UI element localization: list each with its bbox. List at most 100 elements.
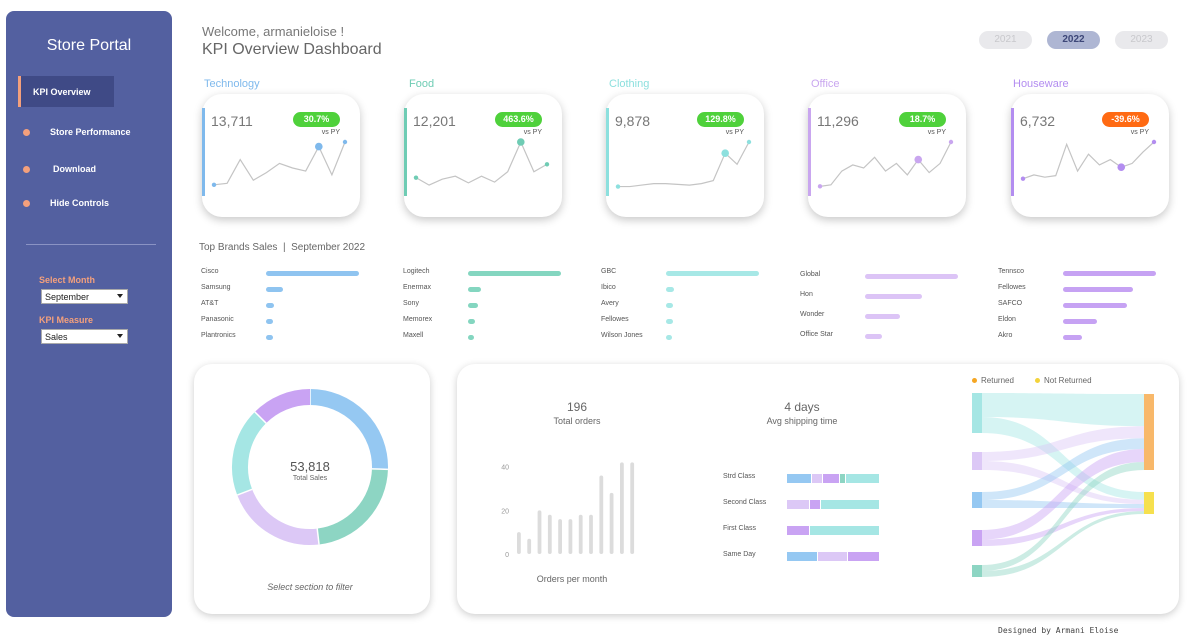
brand-row[interactable]: Fellowes	[998, 282, 1178, 294]
year-button-2021[interactable]: 2021	[979, 31, 1032, 49]
ship-mode-segment[interactable]	[787, 552, 817, 561]
brand-row[interactable]: Plantronics	[201, 330, 381, 342]
total-orders-label: Total orders	[553, 416, 601, 426]
sankey-node-not-returned[interactable]	[1144, 492, 1154, 514]
avg-shipping-label: Avg shipping time	[766, 416, 838, 426]
orders-bar[interactable]	[568, 519, 573, 554]
donut-slice-technology[interactable]	[309, 389, 388, 470]
sankey-flow[interactable]	[982, 461, 1144, 505]
ship-mode-segment[interactable]	[821, 500, 879, 509]
sankey-flow[interactable]	[982, 461, 1144, 571]
kpi-card-clothing[interactable]: 9,878 129.8% vs PY	[606, 94, 764, 217]
brand-row[interactable]: Global	[800, 269, 980, 281]
nav-label: Download	[53, 164, 96, 174]
brand-row[interactable]: Eldon	[998, 314, 1178, 326]
sankey-flow[interactable]	[982, 426, 1144, 461]
kpi-card-technology[interactable]: 13,711 30.7% vs PY	[202, 94, 360, 217]
legend-not-returned[interactable]: Not Returned	[1035, 376, 1092, 385]
donut-slice-food[interactable]	[316, 468, 388, 545]
sankey-flow[interactable]	[982, 417, 1144, 500]
sankey-source-node[interactable]	[972, 565, 982, 577]
brand-bar	[1063, 287, 1133, 292]
brand-row[interactable]: Sony	[403, 298, 583, 310]
orders-bar[interactable]	[599, 475, 604, 554]
brand-row[interactable]: Avery	[601, 298, 781, 310]
y-tick-label: 40	[501, 465, 509, 472]
brand-bar	[865, 294, 922, 299]
sankey-flow[interactable]	[982, 393, 1144, 427]
bullet-icon	[23, 200, 30, 207]
brand-row[interactable]: Samsung	[201, 282, 381, 294]
sankey-source-node[interactable]	[972, 452, 982, 470]
ship-mode-segment[interactable]	[845, 474, 879, 483]
brand-row[interactable]: Wonder	[800, 309, 980, 321]
ship-mode-segment[interactable]	[848, 552, 879, 561]
nav-store-performance[interactable]: Store Performance	[6, 126, 172, 140]
brand-row[interactable]: Office Star	[800, 329, 980, 341]
ship-mode-segment[interactable]	[810, 500, 821, 509]
nav-download[interactable]: Download	[6, 163, 172, 177]
brand-row[interactable]: AT&T	[201, 298, 381, 310]
kpi-vs-label: vs PY	[523, 129, 542, 136]
orders-bar[interactable]	[537, 510, 542, 554]
ship-mode-segment[interactable]	[823, 474, 839, 483]
nav-hide-controls[interactable]: Hide Controls	[6, 197, 172, 211]
orders-bar[interactable]	[620, 462, 624, 554]
brand-row[interactable]: Memorex	[403, 314, 583, 326]
ship-mode-segment[interactable]	[840, 474, 845, 483]
brand-row[interactable]: SAFCO	[998, 298, 1178, 310]
legend-returned[interactable]: Returned	[972, 376, 1014, 385]
month-select[interactable]: September	[41, 289, 128, 304]
brand-row[interactable]: Logitech	[403, 266, 583, 278]
orders-bar[interactable]	[558, 519, 562, 554]
ship-mode-segment[interactable]	[810, 526, 879, 535]
brand-row[interactable]: Fellowes	[601, 314, 781, 326]
returns-sankey-chart[interactable]	[967, 390, 1167, 610]
donut-slice-houseware[interactable]	[254, 389, 311, 424]
donut-slice-office[interactable]	[237, 489, 320, 545]
ship-mode-segment[interactable]	[787, 500, 810, 509]
brand-row[interactable]: Maxell	[403, 330, 583, 342]
brand-row[interactable]: Wilson Jones	[601, 330, 781, 342]
year-button-2023[interactable]: 2023	[1115, 31, 1168, 49]
orders-bar[interactable]	[578, 514, 583, 554]
year-button-2022[interactable]: 2022	[1047, 31, 1100, 49]
donut-slice-clothing[interactable]	[232, 411, 267, 496]
sankey-source-node[interactable]	[972, 530, 982, 546]
sankey-flow[interactable]	[982, 500, 1144, 508]
kpi-card-food[interactable]: 12,201 463.6% vs PY	[404, 94, 562, 217]
ship-mode-segment[interactable]	[817, 552, 848, 561]
sales-donut-chart[interactable]	[194, 364, 430, 614]
brand-bar	[468, 319, 476, 324]
ship-mode-segment[interactable]	[787, 474, 812, 483]
orders-bar[interactable]	[517, 532, 521, 554]
ship-mode-segment[interactable]	[812, 474, 823, 483]
brand-row[interactable]: Hon	[800, 289, 980, 301]
brand-row[interactable]: Cisco	[201, 266, 381, 278]
ship-mode-segment[interactable]	[787, 526, 810, 535]
brand-row[interactable]: Akro	[998, 330, 1178, 342]
brand-row[interactable]: Panasonic	[201, 314, 381, 326]
brand-row[interactable]: Enermax	[403, 282, 583, 294]
orders-bar[interactable]	[527, 538, 532, 554]
sankey-source-node[interactable]	[972, 492, 982, 508]
sankey-flow[interactable]	[982, 449, 1144, 540]
sankey-source-node[interactable]	[972, 393, 982, 433]
kpi-card-houseware[interactable]: 6,732 -39.6% vs PY	[1011, 94, 1169, 217]
sankey-node-returned[interactable]	[1144, 394, 1154, 470]
measure-select[interactable]: Sales	[41, 329, 128, 344]
orders-bar[interactable]	[609, 492, 614, 554]
brand-row[interactable]: Ibico	[601, 282, 781, 294]
orders-bar[interactable]	[547, 514, 552, 554]
kpi-card-office[interactable]: 11,296 18.7% vs PY	[808, 94, 966, 217]
sparkline-end-point	[1151, 139, 1157, 145]
brand-row[interactable]: Tennsco	[998, 266, 1178, 278]
orders-bar[interactable]	[589, 514, 593, 554]
nav-kpi-overview[interactable]: KPI Overview	[18, 76, 114, 107]
kpi-category-label: Food	[409, 78, 435, 90]
sankey-flow[interactable]	[982, 507, 1144, 546]
sankey-flow[interactable]	[982, 438, 1144, 500]
orders-bar[interactable]	[630, 462, 635, 554]
sankey-flow[interactable]	[982, 511, 1144, 577]
brand-row[interactable]: GBC	[601, 266, 781, 278]
